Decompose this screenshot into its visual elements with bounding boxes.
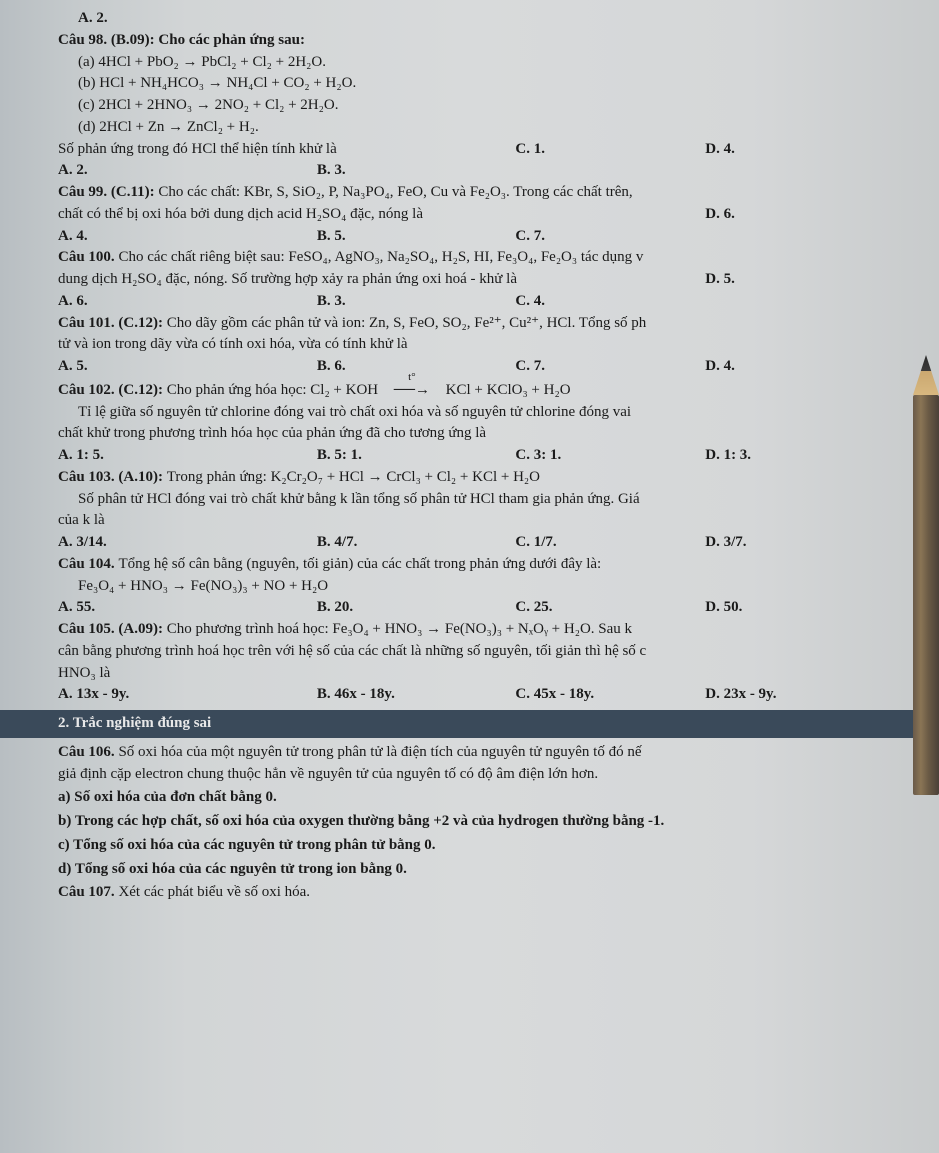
q99-opt-b: B. 5.: [317, 226, 515, 248]
q105-opt-a: A. 13x - 9y.: [58, 684, 317, 706]
q98-opt-d: D. 4.: [705, 139, 921, 161]
q102-stem1: Tỉ lệ giữa số nguyên tử chlorine đóng va…: [58, 402, 921, 424]
pencil-overlay: [913, 395, 939, 795]
q105-opt-b: B. 46x - 18y.: [317, 684, 515, 706]
q98-eq-a: (a) 4HCl + PbO₂ → PbCl₂ + Cl₂ + 2H₂O.: [58, 52, 921, 74]
q104-opt-d: D. 50.: [705, 597, 921, 619]
q98-eq-d: (d) 2HCl + Zn → ZnCl₂ + H₂.: [58, 117, 921, 139]
question-102: Câu 102. (C.12): Cho phản ứng hóa học: C…: [58, 380, 921, 467]
q101-header: Câu 101. (C.12):: [58, 315, 167, 331]
question-105: Câu 105. (A.09): Cho phương trình hoá họ…: [58, 619, 921, 706]
q99-stem1: Cho các chất: KBr, S, SiO₂, P, Na₃PO₄, F…: [158, 184, 632, 200]
q106-d: d) Tổng số oxi hóa của các nguyên tử tro…: [58, 859, 921, 881]
q100-opt-d: D. 5.: [705, 269, 921, 291]
q105-opt-d: D. 23x - 9y.: [705, 684, 921, 706]
q98-eq-b: (b) HCl + NH₄HCO₃ → NH₄Cl + CO₂ + H₂O.: [58, 73, 921, 95]
q104-header: Câu 104.: [58, 556, 118, 572]
question-101: Câu 101. (C.12): Cho dãy gồm các phân tử…: [58, 313, 921, 378]
q103-stem1: Số phân tử HCl đóng vai trò chất khử bằn…: [58, 489, 921, 511]
q103-opt-d: D. 3/7.: [705, 532, 921, 554]
q103-opt-a: A. 3/14.: [58, 532, 317, 554]
exam-page: A. 2. Câu 98. (B.09): Cho các phản ứng s…: [0, 0, 939, 1153]
q102-header: Câu 102. (C.12):: [58, 382, 167, 398]
question-98: Câu 98. (B.09): Cho các phản ứng sau: (a…: [58, 30, 921, 182]
q102-eq-left: Cho phản ứng hóa học: Cl₂ + KOH: [167, 382, 382, 398]
q101-opt-c: C. 7.: [515, 356, 705, 378]
q106-b: b) Trong các hợp chất, số oxi hóa của ox…: [58, 811, 921, 833]
q103-stem2: của k là: [58, 510, 921, 532]
q102-eq-right: KCl + KClO₃ + H₂O: [446, 382, 571, 398]
q104-stem: Tổng hệ số cân bằng (nguyên, tối giản) c…: [118, 556, 601, 572]
q99-opt-a: A. 4.: [58, 226, 317, 248]
q106-stem1: Số oxi hóa của một nguyên tử trong phân …: [118, 744, 641, 760]
q104-opt-c: C. 25.: [515, 597, 705, 619]
q106-a: a) Số oxi hóa của đơn chất bằng 0.: [58, 787, 921, 809]
q101-stem2: tử và ion trong dãy vừa có tính oxi hóa,…: [58, 334, 921, 356]
q101-opt-d: D. 4.: [705, 356, 921, 378]
question-100: Câu 100. Cho các chất riêng biệt sau: Fe…: [58, 247, 921, 312]
q106-header: Câu 106.: [58, 744, 118, 760]
q107-stem: Xét các phát biểu về số oxi hóa.: [118, 884, 310, 900]
q101-opt-a: A. 5.: [58, 356, 317, 378]
q104-opt-b: B. 20.: [317, 597, 515, 619]
q102-opt-b: B. 5: 1.: [317, 445, 515, 467]
q105-header: Câu 105. (A.09):: [58, 621, 167, 637]
q103-eq: Trong phản ứng: K₂Cr₂O₇ + HCl → CrCl₃ + …: [167, 469, 540, 485]
option-a: A. 2.: [78, 10, 108, 26]
q99-opt-c: C. 7.: [515, 226, 705, 248]
q105-stem3: HNO₃ là: [58, 663, 921, 685]
question-99: Câu 99. (C.11): Cho các chất: KBr, S, Si…: [58, 182, 921, 247]
q98-opt-b: B. 3.: [317, 160, 515, 182]
q103-opt-b: B. 4/7.: [317, 532, 515, 554]
q99-opt-d: D. 6.: [705, 204, 921, 226]
q98-stem: Số phản ứng trong đó HCl thể hiện tính k…: [58, 139, 515, 161]
q99-header: Câu 99. (C.11):: [58, 184, 158, 200]
question-107: Câu 107. Xét các phát biểu về số oxi hóa…: [58, 882, 921, 904]
q103-header: Câu 103. (A.10):: [58, 469, 167, 485]
q106-c: c) Tổng số oxi hóa của các nguyên tử tro…: [58, 835, 921, 857]
q102-opt-a: A. 1: 5.: [58, 445, 317, 467]
q104-eq: Fe₃O₄ + HNO₃ → Fe(NO₃)₃ + NO + H₂O: [58, 576, 921, 598]
q98-opt-c: C. 1.: [515, 139, 705, 161]
q102-stem2: chất khử trong phương trình hóa học của …: [58, 423, 921, 445]
q102-opt-c: C. 3: 1.: [515, 445, 705, 467]
q99-stem2: chất có thể bị oxi hóa bởi dung dịch aci…: [58, 204, 524, 226]
q98-eq-c: (c) 2HCl + 2HNO₃ → 2NO₂ + Cl₂ + 2H₂O.: [58, 95, 921, 117]
arrow-icon: t° ──→: [382, 380, 442, 402]
q100-opt-b: B. 3.: [317, 291, 515, 313]
q102-opt-d: D. 1: 3.: [705, 445, 921, 467]
q100-opt-a: A. 6.: [58, 291, 317, 313]
q105-stem2: cân bằng phương trình hoá học trên với h…: [58, 641, 921, 663]
q105-stem1: Cho phương trình hoá học: Fe₃O₄ + HNO₃ →…: [167, 621, 632, 637]
q100-header: Câu 100.: [58, 249, 118, 265]
q100-stem2: dung dịch H₂SO₄ đặc, nóng. Số trường hợp…: [58, 269, 705, 291]
q101-stem1: Cho dãy gồm các phân tử và ion: Zn, S, F…: [167, 315, 647, 331]
q98-opt-a: A. 2.: [58, 160, 317, 182]
q107-header: Câu 107.: [58, 884, 118, 900]
q103-opt-c: C. 1/7.: [515, 532, 705, 554]
q104-opt-a: A. 55.: [58, 597, 317, 619]
q97-remnant: A. 2.: [58, 8, 921, 30]
q105-opt-c: C. 45x - 18y.: [515, 684, 705, 706]
arrow-label: t°: [382, 370, 442, 386]
question-106: Câu 106. Số oxi hóa của một nguyên tử tr…: [58, 742, 921, 881]
q100-stem1: Cho các chất riêng biệt sau: FeSO₄, AgNO…: [118, 249, 643, 265]
q106-stem2: giả định cặp electron chung thuộc hẳn về…: [58, 764, 921, 786]
question-104: Câu 104. Tổng hệ số cân bằng (nguyên, tố…: [58, 554, 921, 619]
section-2-header: 2. Trắc nghiệm đúng sai: [0, 710, 939, 738]
question-103: Câu 103. (A.10): Trong phản ứng: K₂Cr₂O₇…: [58, 467, 921, 554]
q100-opt-c: C. 4.: [515, 291, 705, 313]
q98-header: Câu 98. (B.09): Cho các phản ứng sau:: [58, 30, 921, 52]
